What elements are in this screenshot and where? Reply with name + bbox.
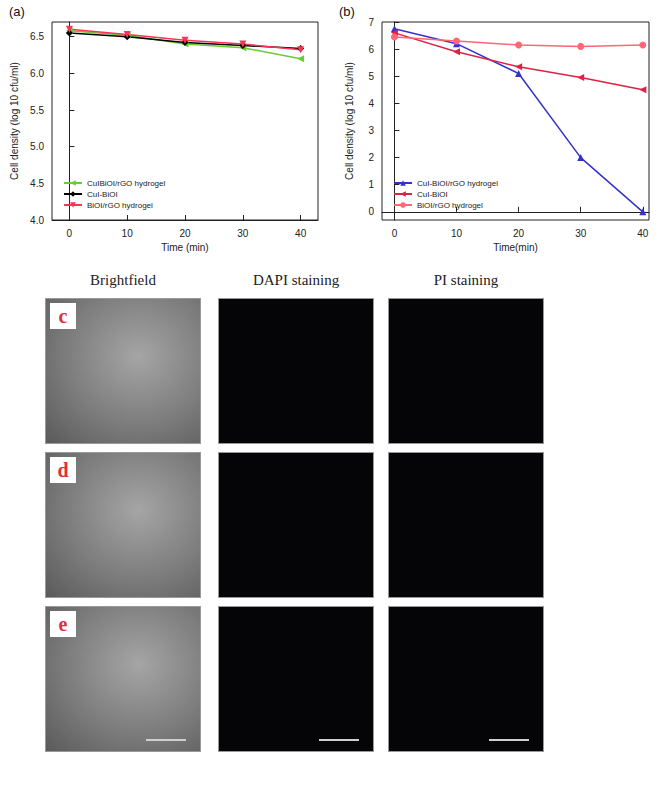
svg-text:(a): (a)	[9, 4, 25, 19]
svg-text:10: 10	[451, 228, 463, 239]
svg-text:BiOI/rGO hydrogel: BiOI/rGO hydrogel	[87, 201, 153, 210]
svg-text:30: 30	[237, 228, 249, 239]
svg-text:CuIBiOI/rGO hydrogel: CuIBiOI/rGO hydrogel	[87, 179, 165, 188]
html-text:PI staining: PI staining	[433, 272, 499, 288]
svg-text:5: 5	[368, 71, 374, 82]
svg-text:0: 0	[392, 228, 398, 239]
html-text:d: d	[57, 459, 69, 481]
svg-text:CuI-BiOI/rGO hydrogel: CuI-BiOI/rGO hydrogel	[417, 179, 498, 188]
svg-text:CuI-BiOI: CuI-BiOI	[417, 190, 448, 199]
svg-text:Cell density (log 10 cfu/ml): Cell density (log 10 cfu/ml)	[9, 62, 20, 180]
svg-text:6.5: 6.5	[30, 31, 44, 42]
svg-text:Time(min): Time(min)	[493, 242, 538, 253]
svg-text:BiOI/rGO hydrogel: BiOI/rGO hydrogel	[417, 201, 483, 210]
svg-text:20: 20	[513, 228, 525, 239]
svg-text:0: 0	[67, 228, 73, 239]
svg-text:20: 20	[179, 228, 191, 239]
svg-text:7: 7	[368, 17, 374, 28]
svg-text:6: 6	[368, 44, 374, 55]
html-text:c: c	[58, 305, 68, 327]
svg-text:3: 3	[368, 125, 374, 136]
svg-text:10: 10	[122, 228, 134, 239]
svg-text:Cell density (log 10 cfu/ml): Cell density (log 10 cfu/ml)	[344, 62, 355, 180]
svg-text:1: 1	[368, 179, 374, 190]
svg-text:4.0: 4.0	[30, 215, 44, 226]
html-text:Brightfield: Brightfield	[90, 272, 156, 288]
svg-text:40: 40	[295, 228, 307, 239]
svg-text:4.5: 4.5	[30, 178, 44, 189]
svg-text:0: 0	[368, 206, 374, 217]
svg-text:5.5: 5.5	[30, 105, 44, 116]
svg-text:(b): (b)	[339, 4, 355, 19]
svg-text:Time (min): Time (min)	[161, 242, 208, 253]
svg-text:6.0: 6.0	[30, 68, 44, 79]
svg-text:2: 2	[368, 152, 374, 163]
html-text:e: e	[58, 613, 68, 635]
svg-text:30: 30	[575, 228, 587, 239]
svg-text:5.0: 5.0	[30, 141, 44, 152]
svg-text:4: 4	[368, 98, 374, 109]
svg-text:CuI-BiOI: CuI-BiOI	[87, 190, 118, 199]
html-text:DAPI staining: DAPI staining	[252, 272, 340, 288]
svg-text:40: 40	[637, 228, 649, 239]
